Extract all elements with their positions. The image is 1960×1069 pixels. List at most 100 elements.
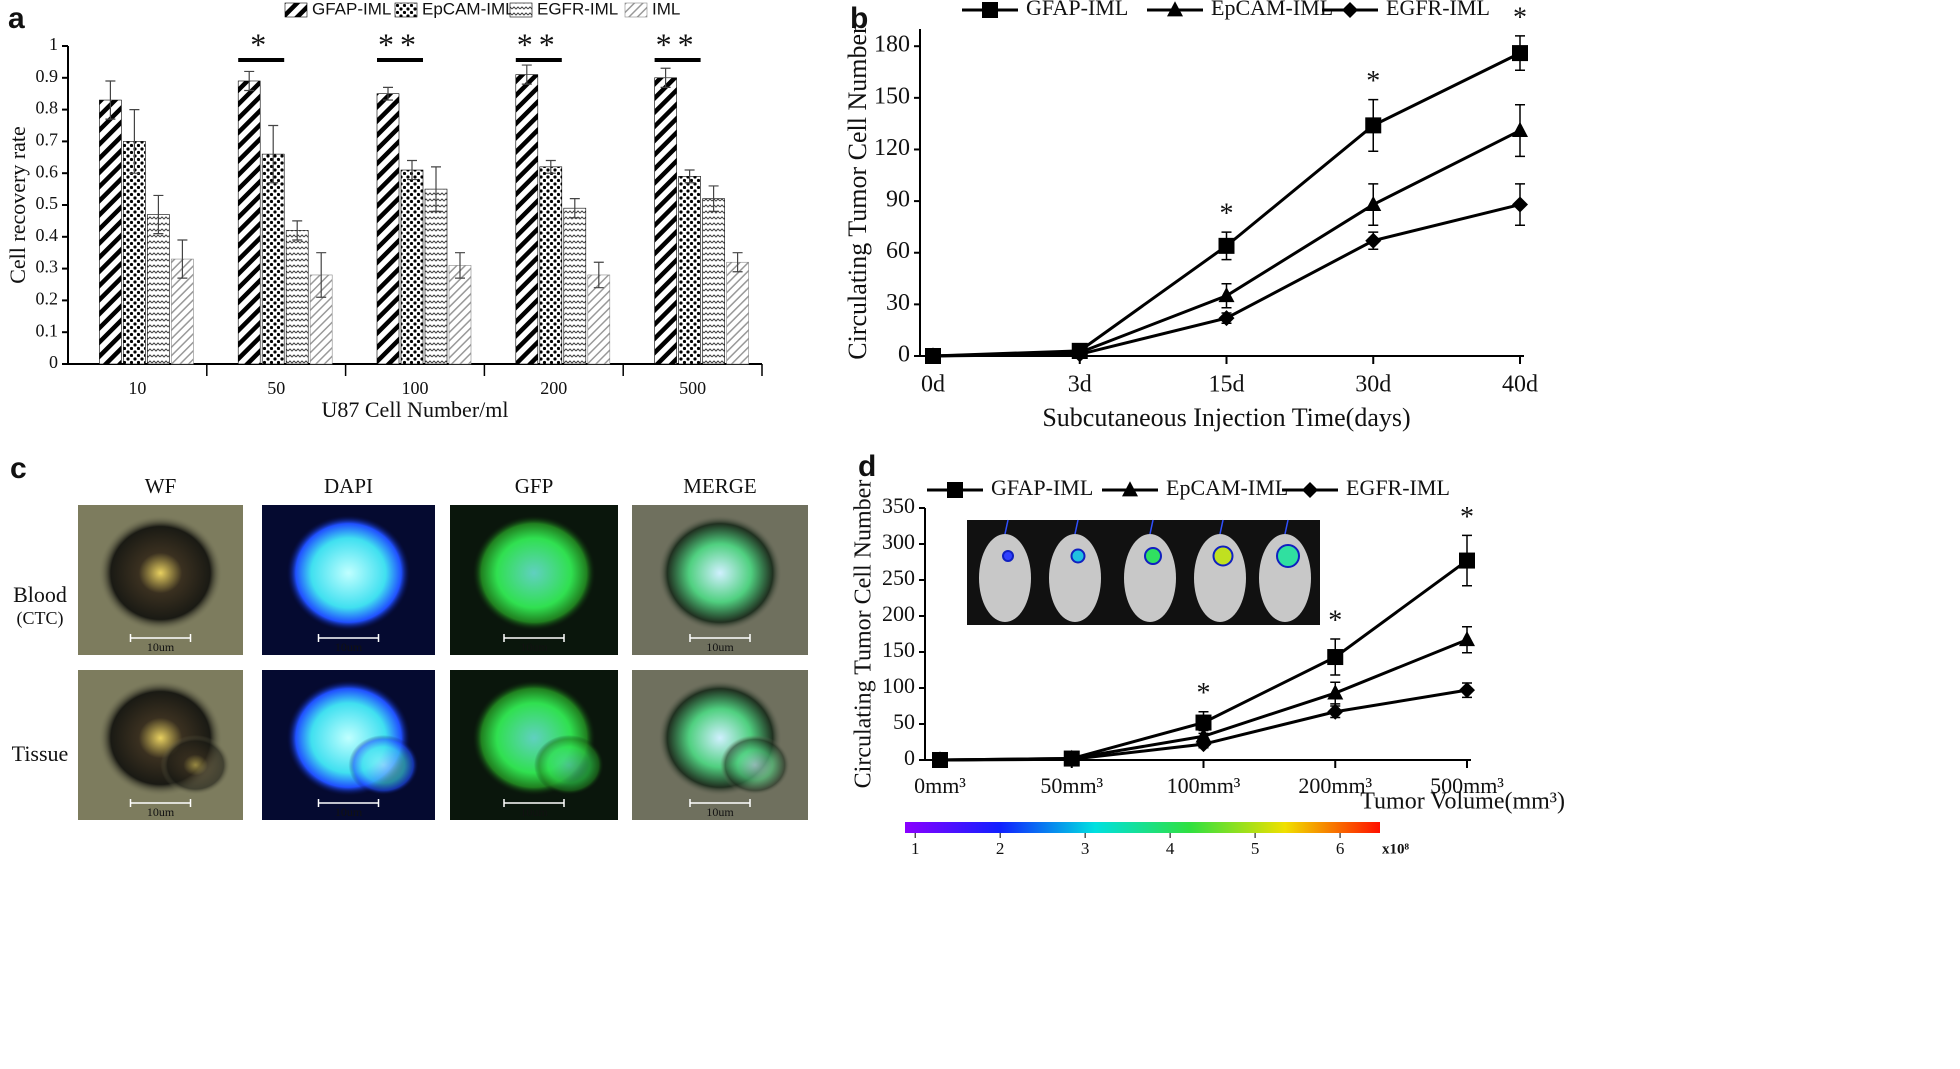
y-tick-label: 0.1 [36, 320, 59, 340]
error-bar [521, 64, 532, 85]
colorbar [905, 822, 1380, 833]
scale-bar [689, 634, 751, 642]
error-bar [407, 159, 417, 181]
marker [1365, 117, 1382, 134]
marker [1218, 310, 1235, 327]
scale-bar [129, 799, 192, 807]
cell-bulge [534, 735, 604, 795]
marker [1195, 727, 1212, 743]
bar [702, 198, 725, 365]
y-tick-label: 0.4 [36, 225, 59, 245]
error-bar [292, 220, 303, 241]
colorbar-tick-label: 2 [996, 839, 1005, 858]
y-tick-label: 0.8 [36, 98, 59, 118]
bar [376, 93, 400, 365]
marker [925, 348, 941, 364]
marker [1218, 286, 1235, 303]
legend-swatch [624, 2, 648, 18]
bar [261, 153, 285, 365]
y-tick-label: 1 [49, 34, 58, 54]
bar [237, 80, 261, 365]
column-header: WF [145, 474, 177, 498]
legend-swatch [509, 2, 533, 18]
x-tick-label: 500mm³ [1430, 773, 1504, 798]
scale-bar [503, 634, 565, 642]
panel-label: d [858, 450, 876, 483]
significance-mark: ** [517, 26, 561, 62]
y-axis-label: Circulating Tumor Cell Number [843, 25, 872, 360]
legend-swatch [284, 2, 308, 18]
signal [1144, 547, 1162, 565]
y-tick-label: 200 [882, 601, 915, 626]
legend-swatch [394, 2, 418, 18]
bar [99, 99, 122, 365]
legend-label: EpCAM-IML [422, 0, 515, 18]
cell-bulge [160, 735, 231, 795]
error-bar [153, 194, 164, 235]
mouse-tail [1074, 519, 1079, 535]
marker [932, 752, 948, 768]
y-tick-label: 350 [882, 493, 915, 518]
colorbar-tick-label: 5 [1251, 839, 1260, 858]
bar [726, 261, 749, 365]
signal [1276, 544, 1300, 568]
x-tick-label: 0mm³ [914, 773, 966, 798]
y-tick-label: 0.9 [36, 66, 59, 86]
x-tick-label: 500 [679, 378, 706, 398]
scale-label: 10um [520, 640, 548, 654]
scale-bar [129, 634, 192, 642]
x-tick-label: 200mm³ [1298, 773, 1372, 798]
marker [1167, 1, 1183, 17]
bar [678, 176, 701, 365]
x-tick-label: 100mm³ [1167, 773, 1241, 798]
bar [654, 77, 677, 365]
legend-label: EGFR-IML [1386, 0, 1490, 20]
row-label: Tissue [12, 741, 69, 766]
bar [587, 274, 611, 365]
marker [1195, 736, 1212, 753]
marker [1365, 195, 1382, 211]
y-tick-label: 0 [898, 342, 910, 368]
y-tick-label: 100 [882, 673, 915, 698]
bar [563, 207, 587, 365]
error-bar [660, 67, 671, 88]
cell-bulge [348, 735, 419, 795]
mouse-tail [1004, 519, 1009, 535]
scale-bar [317, 634, 380, 642]
x-tick-label: 10 [128, 378, 146, 398]
colorbar-tick-label: 1 [911, 839, 920, 858]
marker [1459, 630, 1475, 647]
error-bar [244, 70, 255, 92]
scale-label: 10um [520, 805, 548, 819]
x-tick-label: 200 [540, 378, 567, 398]
significance-mark: * [1328, 605, 1342, 636]
y-tick-label: 180 [874, 32, 910, 58]
bar [400, 169, 424, 365]
mouse-tail [1149, 519, 1154, 535]
significance-mark: ** [656, 26, 700, 62]
error-bar [455, 252, 465, 279]
y-tick-label: 120 [874, 135, 910, 161]
mouse [979, 534, 1031, 622]
error-bar [569, 198, 580, 219]
cell [658, 515, 782, 631]
legend-label: GFAP-IML [312, 0, 391, 18]
legend-label: EGFR-IML [1346, 475, 1450, 500]
bar [285, 230, 309, 365]
error-bar [268, 124, 279, 184]
bar [448, 265, 472, 365]
marker [1302, 482, 1318, 498]
marker [1459, 552, 1475, 569]
marker [1063, 751, 1080, 768]
panel-label: c [10, 452, 27, 485]
panel-label: b [850, 2, 868, 35]
cell [472, 515, 596, 631]
mouse-tail [1219, 519, 1224, 535]
y-tick-label: 30 [886, 290, 910, 316]
significance-mark: * [250, 26, 272, 62]
scale-label: 10um [147, 805, 175, 819]
marker [1512, 45, 1528, 62]
colorbar-tick-label: 3 [1081, 839, 1090, 858]
